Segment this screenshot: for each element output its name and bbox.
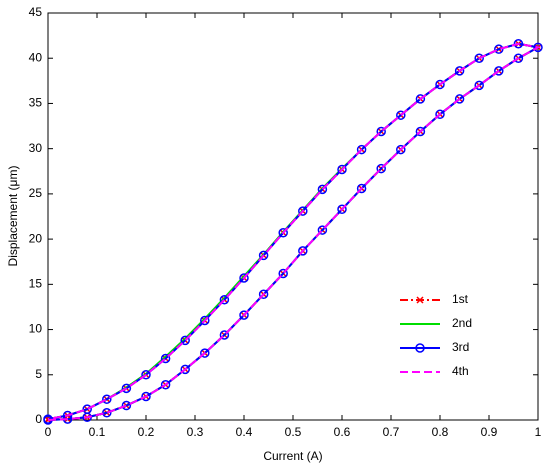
plot-frame (47, 12, 539, 421)
marker (376, 163, 386, 174)
y-tick-label: 15 (29, 277, 43, 291)
legend-label: 1st (452, 292, 469, 306)
marker (513, 53, 524, 63)
y-tick-label: 25 (29, 186, 43, 200)
x-tick-label: 0.8 (432, 425, 449, 439)
marker (180, 364, 190, 375)
legend-marker (415, 343, 425, 353)
marker (415, 126, 426, 137)
marker (396, 110, 406, 120)
marker (474, 80, 484, 91)
marker (337, 204, 347, 215)
x-tick-label: 0.4 (236, 425, 253, 439)
y-tick-label: 20 (29, 231, 43, 245)
x-axis-label: Current (A) (263, 449, 322, 463)
x-tick-label: 0.3 (187, 425, 204, 439)
marker (376, 126, 386, 137)
x-tick-label: 0.9 (481, 425, 498, 439)
marker (239, 273, 249, 283)
marker (356, 183, 367, 194)
x-tick-label: 0.7 (383, 425, 400, 439)
y-axis-label: Displacement (μm) (6, 166, 20, 267)
marker (141, 370, 151, 380)
legend-label: 3rd (452, 340, 469, 354)
marker (415, 94, 426, 104)
marker (121, 400, 132, 411)
marker (278, 228, 288, 238)
marker (200, 348, 210, 358)
marker (258, 250, 269, 261)
marker (180, 335, 190, 346)
marker (258, 289, 269, 300)
marker (356, 144, 367, 155)
marker (454, 94, 465, 104)
x-tick-label: 0.6 (334, 425, 351, 439)
y-tick-label: 40 (29, 50, 43, 64)
marker (454, 66, 465, 76)
marker (298, 246, 308, 256)
series-line (47, 42, 541, 421)
marker (200, 315, 210, 326)
marker (474, 53, 484, 63)
y-tick-label: 45 (29, 5, 43, 19)
x-tick-label: 1 (535, 425, 542, 439)
marker (533, 42, 543, 53)
legend-label: 4th (452, 364, 469, 378)
marker (513, 39, 524, 49)
marker (298, 206, 308, 216)
y-tick-label: 30 (29, 141, 43, 155)
x-tick-label: 0.2 (138, 425, 155, 439)
y-tick-label: 10 (29, 322, 43, 336)
y-tick-label: 0 (35, 412, 42, 426)
x-tick-label: 0 (45, 425, 52, 439)
x-tick-label: 0.5 (285, 425, 302, 439)
y-tick-label: 35 (29, 96, 43, 110)
marker (317, 225, 328, 235)
marker (494, 44, 504, 54)
marker (141, 391, 151, 402)
marker (239, 310, 249, 320)
legend-label: 2nd (452, 316, 472, 330)
marker (121, 383, 132, 394)
marker (82, 404, 92, 414)
marker (494, 66, 504, 76)
marker (337, 164, 347, 175)
marker (219, 330, 230, 340)
marker (435, 79, 445, 90)
marker (160, 353, 171, 364)
y-tick-label: 5 (35, 367, 42, 381)
marker (219, 294, 230, 305)
x-tick-label: 0.1 (89, 425, 106, 439)
marker (102, 394, 112, 404)
marker (160, 379, 171, 390)
marker (435, 109, 445, 120)
marker (278, 268, 288, 279)
marker (396, 144, 406, 155)
marker (317, 184, 328, 195)
legend-marker (416, 296, 424, 304)
